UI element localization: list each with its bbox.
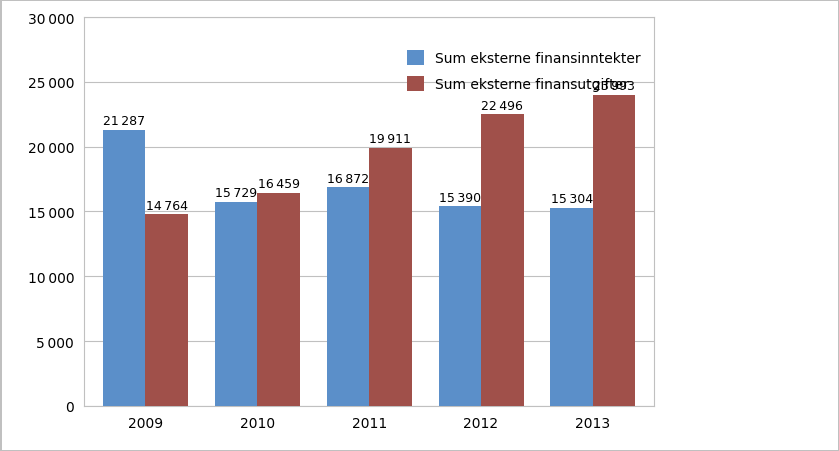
Bar — [258, 193, 300, 406]
Bar — [145, 215, 188, 406]
Text: 16 872: 16 872 — [327, 172, 369, 185]
Text: 15 729: 15 729 — [215, 187, 257, 200]
Text: 15 390: 15 390 — [439, 191, 481, 204]
Text: 22 496: 22 496 — [482, 100, 524, 112]
Text: 23 993: 23 993 — [593, 80, 635, 93]
Text: 19 911: 19 911 — [369, 133, 411, 146]
Bar — [326, 188, 369, 406]
Bar — [481, 115, 524, 406]
Bar — [215, 202, 258, 406]
Text: 14 764: 14 764 — [146, 199, 188, 212]
Bar — [103, 131, 145, 406]
Legend: Sum eksterne finansinntekter, Sum eksterne finansutgifter: Sum eksterne finansinntekter, Sum ekster… — [400, 44, 648, 99]
Bar — [593, 96, 635, 406]
Bar — [369, 148, 412, 406]
Bar — [550, 208, 593, 406]
Bar — [439, 207, 481, 406]
Text: 16 459: 16 459 — [258, 178, 300, 190]
Text: 21 287: 21 287 — [103, 115, 145, 128]
Text: 15 304: 15 304 — [550, 193, 592, 206]
